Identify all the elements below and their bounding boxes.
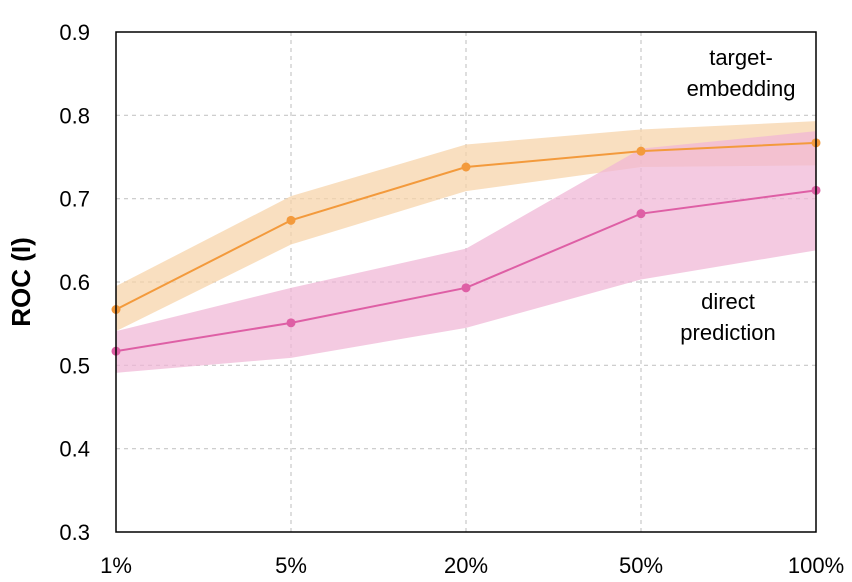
target-embedding-point [461,162,471,172]
annotation-label: direct [701,289,755,314]
x-tick-label: 1% [100,553,132,578]
x-tick-label: 20% [444,553,488,578]
target-embedding-point [286,215,296,225]
y-tick-label: 0.7 [59,187,90,212]
direct-prediction-confidence-band [116,131,816,373]
x-tick-labels: 1% 5% 20% 50% 100% [100,553,844,578]
y-tick-label: 0.4 [59,437,90,462]
annotation-label: embedding [687,76,796,101]
y-tick-labels: 0.3 0.4 0.5 0.6 0.7 0.8 0.9 [59,20,90,545]
y-tick-label: 0.5 [59,353,90,378]
y-tick-label: 0.3 [59,520,90,545]
y-axis-label: ROC (I) [6,237,36,327]
y-tick-label: 0.9 [59,20,90,45]
annotation-label: target- [709,45,773,70]
direct-prediction-point [461,283,471,293]
series-annotations: target-embedding direct prediction [680,45,795,345]
direct-prediction-point [636,209,646,219]
direct-prediction-point [286,318,296,328]
target-embedding-point [636,146,646,156]
x-tick-label: 5% [275,553,307,578]
plot-frame [115,31,817,533]
y-tick-label: 0.6 [59,270,90,295]
y-tick-label: 0.8 [59,103,90,128]
x-tick-label: 50% [619,553,663,578]
x-tick-label: 100% [788,553,844,578]
annotation-label: prediction [680,320,775,345]
